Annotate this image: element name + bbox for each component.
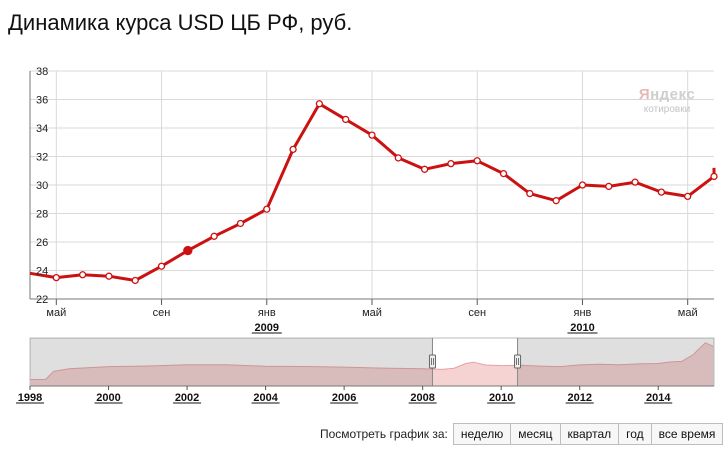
data-point[interactable] [526,189,534,198]
data-point[interactable] [631,178,639,186]
navigator-layer: 1998 2000 2002 2004 2006 2008 2010 2012 2014 [16,337,715,404]
year-label: 2010 [570,322,594,334]
data-point[interactable] [578,181,587,189]
period-year-button[interactable]: год [618,423,652,445]
logo-first-letter: Я [638,86,651,103]
series-line [29,102,716,282]
data-point[interactable] [78,271,87,279]
y-tick-label: 34 [36,123,48,135]
data-point[interactable] [605,182,613,191]
navigator-year-label[interactable]: 1998 [18,392,42,404]
navigator-year-label[interactable]: 2000 [96,392,120,404]
navigator-year-label[interactable]: 2012 [567,392,591,404]
period-selector: Посмотреть график за: неделю месяц кварт… [320,423,724,445]
data-point[interactable] [552,197,560,205]
period-quarter-button[interactable]: квартал [559,423,620,445]
data-point[interactable] [710,172,718,181]
data-point[interactable] [473,157,481,165]
data-point[interactable] [157,262,166,270]
main-chart-line-layer [29,102,716,282]
y-tick-label: 32 [36,152,48,164]
data-point-highlighted[interactable] [183,245,193,256]
y-tick-label: 38 [36,66,48,78]
navigator-shade-right [517,338,714,386]
navigator-line [29,342,714,380]
period-month-button[interactable]: месяц [510,423,561,445]
x-tick-label: сен [153,307,171,319]
main-chart-axes [29,71,714,305]
navigator-handle-right[interactable] [514,354,522,369]
x-tick-label: май [362,307,382,319]
x-tick-label: май [46,307,66,319]
year-label: 2009 [255,322,279,334]
navigator-year-label[interactable]: 2014 [646,392,671,404]
data-point[interactable] [420,165,429,173]
logo-subtitle: котировки [643,104,691,115]
data-point[interactable] [52,273,60,282]
data-point[interactable] [105,272,113,280]
data-point[interactable] [315,100,324,108]
data-point[interactable] [131,276,139,285]
data-point[interactable] [210,232,218,240]
y-axis-tick-labels: 22 24 26 28 30 32 34 36 38 [36,66,48,306]
y-tick-label: 26 [36,237,48,249]
data-point[interactable] [657,188,666,196]
yandex-logo: Яндекс котировки [629,86,705,132]
x-tick-label: янв [574,307,592,319]
data-point[interactable] [394,154,402,162]
navigator-year-label[interactable]: 2004 [253,392,278,404]
navigator-area [30,342,714,386]
y-tick-label: 36 [36,95,48,107]
x-tick-label: сен [468,307,486,319]
navigator-year-label[interactable]: 2002 [175,392,199,404]
x-tick-label: май [678,307,698,319]
navigator-year-label[interactable]: 2008 [410,392,434,404]
x-tick-label: янв [258,307,276,319]
page-title: Динамика курса USD ЦБ РФ, руб. [8,10,353,35]
logo-rest: ндекс [650,86,696,103]
y-tick-label: 22 [36,294,48,306]
data-point[interactable] [263,205,271,213]
navigator-chart[interactable]: 1998 2000 2002 2004 2006 2008 2010 2012 2014 [0,0,727,420]
navigator-handle-left[interactable] [428,354,436,369]
y-tick-label: 24 [36,266,48,278]
data-point[interactable] [236,219,245,228]
main-chart-points [52,100,718,285]
y-tick-label: 28 [36,209,48,221]
period-selector-label: Посмотреть график за: [320,427,448,441]
data-point[interactable] [368,131,376,139]
x-axis-tick-labels: май сен янв май сен янв май 2009 2010 [46,307,697,334]
data-point[interactable] [684,192,692,201]
data-point[interactable] [447,159,455,168]
data-point[interactable] [342,115,350,124]
period-week-button[interactable]: неделю [452,423,512,445]
data-point[interactable] [499,169,508,178]
navigator-year-label[interactable]: 2006 [332,392,356,404]
y-tick-label: 30 [36,180,48,192]
navigator-year-label[interactable]: 2010 [489,392,513,404]
data-point[interactable] [289,145,297,154]
period-all-time-button[interactable]: все время [650,423,724,445]
navigator-shade-left [30,338,433,386]
